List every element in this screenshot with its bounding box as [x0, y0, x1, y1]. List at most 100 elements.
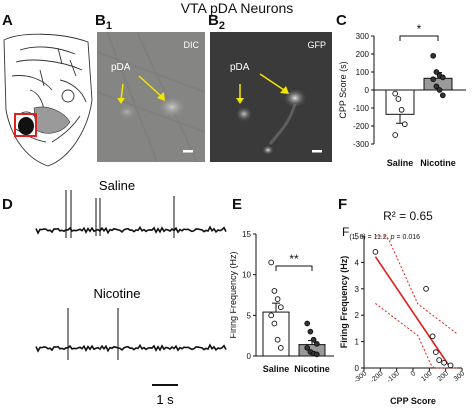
x-category-label: Nicotine	[294, 364, 330, 374]
saline-trace-label: Saline	[99, 178, 135, 193]
data-point	[307, 328, 314, 335]
data-point	[439, 74, 446, 81]
data-point	[372, 248, 379, 255]
confidence-band-lower	[375, 303, 458, 369]
pda-arrow-2	[138, 75, 162, 97]
y-tick-label: 100	[356, 68, 370, 77]
panel-label-e: E	[232, 196, 243, 213]
data-point	[395, 96, 402, 102]
y-tick-label: 5	[247, 311, 252, 320]
data-point	[271, 288, 278, 294]
data-point	[429, 333, 436, 340]
r-squared-text: R² = 0.65	[383, 209, 433, 223]
data-point	[423, 285, 429, 292]
vta-highlight-box	[14, 113, 37, 137]
x-category-label: Nicotine	[420, 158, 456, 168]
y-tick-label: 4	[355, 258, 360, 267]
data-point	[430, 52, 437, 59]
time-scale-label: 1 s	[156, 392, 174, 407]
data-point	[433, 349, 439, 356]
data-point	[310, 336, 317, 343]
brain-atlas-diagram	[3, 33, 93, 167]
y-tick-label: 15	[242, 230, 251, 239]
data-point	[436, 357, 442, 363]
f-statistic-text: F(1, 6) = 11.2, p = 0.016	[342, 225, 420, 241]
micro-scale-bar	[312, 150, 322, 153]
data-point	[274, 296, 281, 302]
panel-label-f: F	[338, 196, 348, 213]
nicotine-trace	[35, 343, 227, 353]
x-tick-label: -200	[369, 370, 384, 384]
data-point	[447, 362, 454, 369]
gfp-label: GFP	[307, 40, 326, 50]
panel-label-c: C	[336, 12, 347, 29]
regression-scatter-chart: R² = 0.65 F(1, 6) = 11.2, p = 0.016 0 1 2 3 4 5…	[339, 209, 467, 406]
panel-label-d: D	[2, 196, 13, 213]
y-tick-label: 10	[242, 271, 251, 280]
dic-micrograph: DIC pDA	[97, 32, 205, 162]
pda-label: pDA	[230, 62, 250, 73]
data-point	[398, 106, 405, 113]
data-point	[313, 351, 320, 358]
y-tick-label: -200	[353, 122, 370, 131]
x-tick-label: 100	[420, 370, 434, 383]
data-point	[430, 76, 437, 83]
nicotine-spikes	[67, 308, 119, 360]
significance-marker: *	[417, 24, 422, 36]
y-axis-label: Firing Frequency (Hz)	[339, 256, 349, 349]
y-tick-label: 200	[356, 50, 370, 59]
y-tick-label: 0	[247, 352, 252, 361]
y-tick-label: 300	[356, 32, 370, 41]
saline-trace	[35, 225, 227, 235]
data-point	[277, 345, 284, 351]
y-tick-label: 2	[355, 311, 360, 320]
y-tick-label: 0	[365, 86, 370, 95]
confidence-band-upper	[375, 235, 458, 335]
significance-bracket	[275, 265, 313, 271]
data-point	[401, 121, 408, 128]
firing-frequency-bar-chart: 0 5 10 15 Firing Frequency (Hz) Saline Nicotin…	[230, 230, 334, 374]
y-tick-label: -300	[353, 140, 370, 149]
data-point	[268, 259, 275, 266]
x-tick-label: -100	[386, 370, 401, 384]
firing-traces: Saline Nicotine 1 s	[35, 178, 227, 407]
y-tick-label: 3	[355, 285, 360, 294]
figure-title: VTA pDA Neurons	[180, 0, 294, 16]
regression-line	[374, 256, 452, 369]
y-tick-label: -100	[353, 104, 370, 113]
cpp-score-bar-chart: -300 -200 -100 0 100 200 300 CPP Score (s) Salin…	[338, 24, 466, 168]
significance-marker: **	[289, 252, 299, 266]
data-point	[439, 92, 446, 99]
x-category-label: Saline	[387, 158, 414, 168]
x-category-label: Saline	[263, 364, 290, 374]
data-point	[392, 132, 399, 138]
data-point	[313, 340, 320, 347]
x-tick-label: 300	[453, 370, 467, 383]
data-point	[433, 83, 440, 90]
data-point	[274, 336, 281, 343]
panel-label-b1: B1	[95, 12, 112, 32]
nicotine-trace-label: Nicotine	[94, 286, 141, 301]
data-point	[441, 359, 447, 366]
micro-scale-bar	[183, 150, 193, 153]
data-point	[304, 345, 311, 351]
data-point	[277, 304, 284, 311]
data-point	[392, 90, 399, 97]
y-axis-label: CPP Score (s)	[338, 61, 348, 118]
x-tick-label: 200	[436, 370, 450, 383]
pda-label: pDA	[111, 62, 131, 73]
significance-bracket	[399, 35, 439, 41]
pda-arrow-1	[120, 83, 124, 101]
y-tick-label: 5	[355, 232, 360, 241]
y-axis-label: Firing Frequency (Hz)	[230, 251, 238, 338]
data-point	[268, 312, 275, 319]
data-point	[304, 320, 311, 327]
y-tick-label: 1	[355, 338, 360, 347]
panel-label-b2: B2	[208, 12, 225, 32]
x-axis-label: CPP Score	[390, 396, 436, 406]
x-tick-label: 0	[410, 370, 418, 378]
bar-saline	[262, 311, 290, 357]
data-point	[433, 69, 440, 75]
saline-spikes	[65, 190, 175, 238]
pda-arrow-2	[259, 73, 285, 91]
